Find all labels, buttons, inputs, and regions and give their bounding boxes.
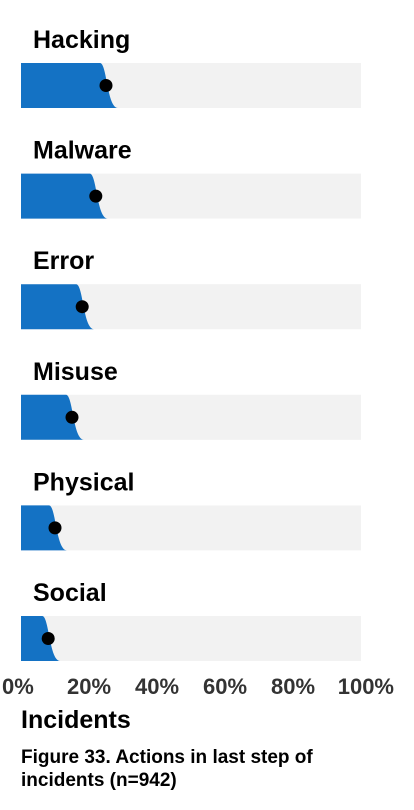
bar-point-social bbox=[41, 632, 55, 645]
bar-point-error bbox=[75, 300, 89, 314]
bar-physical bbox=[21, 505, 67, 551]
bar-point-misuse bbox=[65, 410, 79, 424]
category-label-hacking: Hacking bbox=[33, 26, 130, 54]
bar-track-social bbox=[21, 616, 361, 661]
bar-point-physical bbox=[48, 521, 62, 535]
category-label-error: Error bbox=[33, 247, 94, 275]
bar-row-social: Social bbox=[21, 579, 361, 661]
bar-row-malware: Malware bbox=[21, 137, 361, 219]
bar-row-error: Error bbox=[21, 247, 361, 330]
category-label-malware: Malware bbox=[33, 137, 132, 165]
bar-misuse bbox=[21, 394, 84, 440]
figure-caption: Figure 33. Actions in last step of incid… bbox=[21, 747, 313, 791]
x-tick-label: 80% bbox=[271, 674, 315, 699]
bar-row-physical: Physical bbox=[21, 468, 361, 551]
chart-rows: Hacking Malware Error Misuse Physical Social bbox=[21, 26, 361, 661]
category-label-misuse: Misuse bbox=[33, 358, 118, 386]
bar-point-hacking bbox=[99, 79, 113, 92]
category-label-physical: Physical bbox=[33, 468, 134, 496]
x-axis-ticks: 0% 20% 40% 60% 80% 100% bbox=[2, 674, 394, 699]
x-tick-label: 60% bbox=[203, 674, 247, 699]
x-tick-label: 100% bbox=[338, 674, 394, 699]
x-tick-label: 0% bbox=[2, 674, 34, 699]
chart: HackingMalwareErrorMisusePhysicalSocial … bbox=[2, 26, 394, 734]
bar-row-hacking: Hacking bbox=[21, 26, 361, 108]
bar-social bbox=[21, 616, 61, 661]
category-label-social: Social bbox=[33, 579, 107, 607]
x-tick-label: 20% bbox=[67, 674, 111, 699]
bar-hacking bbox=[21, 63, 118, 108]
bar-row-misuse: Misuse bbox=[21, 358, 361, 440]
bar-track-physical bbox=[21, 505, 361, 551]
bar-malware bbox=[21, 173, 108, 219]
x-tick-label: 40% bbox=[135, 674, 179, 699]
bar-error bbox=[21, 284, 95, 330]
bar-point-malware bbox=[89, 189, 103, 203]
x-axis-label: Incidents bbox=[21, 706, 131, 734]
